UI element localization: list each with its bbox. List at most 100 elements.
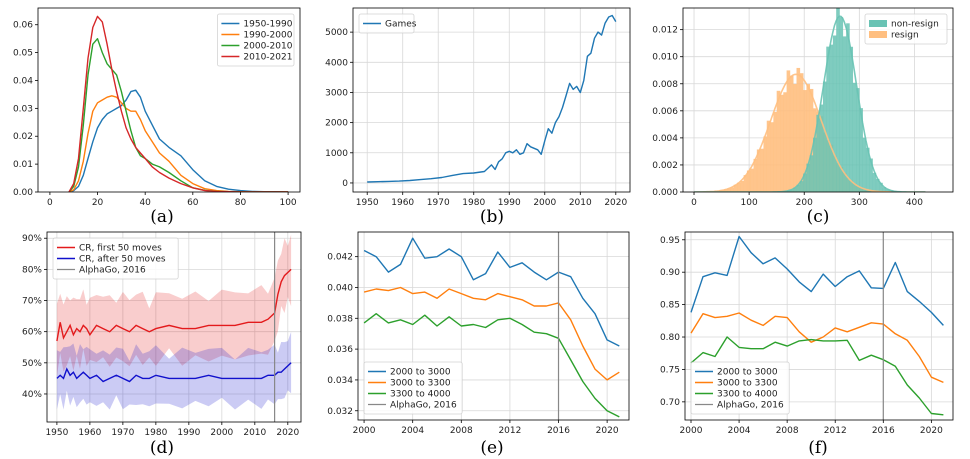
hist-bar-resign (783, 92, 787, 192)
y-tick-label: 0.85 (660, 301, 680, 311)
x-tick-label: 1950 (356, 198, 379, 208)
hist-bar-non-resign (852, 82, 857, 192)
hist-bar-non-resign (856, 88, 860, 192)
x-tick-label: 2012 (824, 426, 847, 436)
hist-bar-resign (727, 188, 731, 192)
legend-label: non-resign (891, 20, 939, 30)
y-tick-label: 90% (22, 234, 42, 244)
legend-label: AlphaGo, 2016 (79, 266, 146, 276)
y-tick-label: 4000 (325, 58, 348, 68)
x-tick-label: 0 (691, 198, 697, 208)
y-tick-label: 0.010 (652, 53, 678, 63)
line-3300 to 4000 (363, 313, 620, 418)
hist-bar-resign (750, 168, 754, 192)
hist-bar-resign (720, 190, 725, 192)
hist-bar-resign (786, 70, 791, 192)
hist-bar-resign (760, 148, 764, 192)
hist-bar-non-resign (789, 189, 794, 192)
y-tick-label: 0.006 (652, 107, 678, 117)
hist-bar-resign (737, 182, 741, 192)
x-tick-label: 2020 (604, 198, 627, 208)
x-tick-label: 2010 (569, 198, 592, 208)
kde-curve-non-resign (694, 15, 926, 192)
x-tick-label: 2020 (920, 426, 943, 436)
x-tick-label: 2020 (276, 428, 299, 438)
legend-label: CR, first 50 moves (79, 244, 162, 254)
x-tick-label: 1970 (111, 428, 134, 438)
hist-bar-non-resign (816, 114, 820, 192)
x-tick-label: 100 (741, 198, 758, 208)
y-tick-label: 0.032 (327, 407, 353, 417)
chart-panel-b: 1950 1960 1970 1980 1990 2000 2010 2020 0 1000 200… (325, 7, 631, 227)
hist-bar-resign (793, 83, 797, 192)
x-tick-label: 80 (235, 198, 247, 208)
hist-bar-resign (796, 67, 801, 192)
legend-box (216, 13, 295, 67)
hist-bar-non-resign (872, 172, 877, 192)
hist-bar-non-resign (829, 44, 834, 192)
hist-bar-resign (776, 90, 781, 192)
plot-frame (682, 7, 954, 193)
line-3000 to 3300 (363, 286, 620, 381)
legend-b: Games (358, 13, 417, 34)
y-tick-label: 40% (22, 390, 42, 400)
x-tick-label: 2008 (776, 426, 799, 436)
y-tick-label: 0.008 (652, 80, 678, 90)
y-tick-label: 0.00 (13, 188, 33, 198)
x-tick-label: 40 (139, 198, 151, 208)
legend-label: 2000-2010 (243, 42, 292, 52)
hist-bar-non-resign (836, 8, 840, 192)
y-tick-label: 5000 (325, 28, 348, 38)
panel-caption: (f) (808, 438, 828, 458)
hist-bar-resign (753, 158, 758, 192)
hist-bar-resign (779, 94, 784, 192)
hist-bar-non-resign (885, 189, 890, 192)
x-tick-label: 2020 (596, 426, 619, 436)
line-2000 to 3000 (363, 237, 620, 347)
y-tick-label: 0.004 (652, 134, 678, 144)
legend-label: resign (891, 31, 919, 41)
y-tick-label: 0.80 (660, 333, 680, 343)
x-tick-label: 2012 (498, 426, 521, 436)
x-tick-label: 0 (47, 198, 53, 208)
hist-bar-resign (773, 111, 777, 192)
hist-bar-resign (803, 90, 807, 192)
chart-panel-c: 0 100 200 300 400 0.000 0.002 0.004 0.006 0.008 0.… (652, 7, 954, 227)
x-tick-label: 1950 (45, 428, 68, 438)
hist-bar-non-resign (849, 46, 854, 192)
x-tick-label: 1980 (144, 428, 167, 438)
legend-label: CR, after 50 moves (79, 255, 166, 265)
hist-bar-non-resign (819, 104, 824, 192)
y-tick-label: 0.95 (660, 236, 680, 246)
x-tick-label: 1960 (78, 428, 101, 438)
y-tick-label: 0.04 (13, 76, 33, 86)
legend-box (358, 13, 415, 34)
y-tick-label: 1000 (325, 149, 348, 159)
x-tick-label: 1970 (427, 198, 450, 208)
x-tick-label: 2000 (533, 198, 556, 208)
hist-bar-resign (740, 180, 744, 192)
y-tick-label: 0.70 (660, 398, 680, 408)
hist-bar-non-resign (793, 187, 797, 192)
y-tick-label: 0.05 (13, 49, 33, 59)
band-CR, first 50 moves (56, 234, 292, 377)
panel-caption: (b) (480, 207, 504, 227)
x-tick-label: 2016 (547, 426, 570, 436)
y-tick-label: 0.012 (652, 26, 678, 36)
x-tick-label: 60 (187, 198, 199, 208)
y-tick-label: 2000 (325, 119, 348, 129)
x-tick-label: 100 (279, 198, 296, 208)
hist-bar-resign (766, 120, 771, 192)
x-tick-label: 1960 (391, 198, 414, 208)
y-tick-label: 50% (22, 359, 42, 369)
panel-caption: (d) (150, 438, 174, 458)
hist-bar-resign (756, 149, 761, 192)
x-tick-label: 300 (851, 198, 868, 208)
x-tick-label: 1990 (177, 428, 200, 438)
hist-bar-resign (809, 88, 814, 192)
hist-bar-resign (743, 175, 748, 192)
